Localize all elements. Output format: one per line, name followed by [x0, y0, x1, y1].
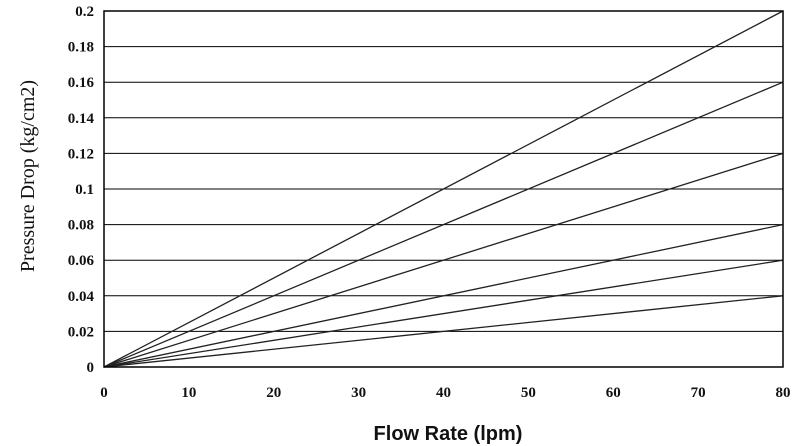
series-line: [103, 81, 784, 368]
x-tick-label: 0: [100, 385, 108, 401]
x-tick-labels: 0 10 20 30 40 50 60 70 80: [100, 385, 790, 401]
x-tick-label: 10: [181, 385, 196, 401]
plot-frame: [103, 10, 784, 368]
x-tick-label: 80: [776, 385, 791, 401]
x-tick-label: 40: [436, 385, 451, 401]
y-tick-label: 0.06: [68, 253, 95, 269]
x-tick-label: 30: [351, 385, 366, 401]
x-axis-title: Flow Rate (lpm): [374, 423, 523, 445]
y-tick-labels: 0 0.02 0.04 0.06 0.08 0.1 0.12 0.14 0.16 0.18 0.2: [68, 4, 95, 376]
series-lines: [103, 10, 784, 368]
y-tick-label: 0.1: [75, 182, 94, 198]
y-tick-label: 0: [87, 360, 95, 376]
series-line: [103, 10, 784, 368]
y-tick-label: 0.08: [68, 218, 94, 234]
series-line: [103, 152, 784, 368]
y-tick-label: 0.2: [75, 4, 94, 20]
x-tick-label: 20: [266, 385, 281, 401]
x-tick-label: 50: [521, 385, 536, 401]
y-tick-label: 0.02: [68, 324, 94, 340]
y-tick-label: 0.18: [68, 40, 94, 56]
y-tick-label: 0.12: [68, 146, 94, 162]
y-axis-title: Pressure Drop (kg/cm2): [17, 80, 39, 272]
x-tick-label: 70: [691, 385, 706, 401]
y-tick-label: 0.16: [68, 75, 95, 91]
x-tick-label: 60: [606, 385, 621, 401]
series-line: [103, 259, 784, 368]
y-tick-label: 0.04: [68, 289, 95, 305]
series-line: [103, 223, 784, 368]
y-tick-label: 0.14: [68, 111, 95, 127]
series-line: [103, 295, 784, 368]
